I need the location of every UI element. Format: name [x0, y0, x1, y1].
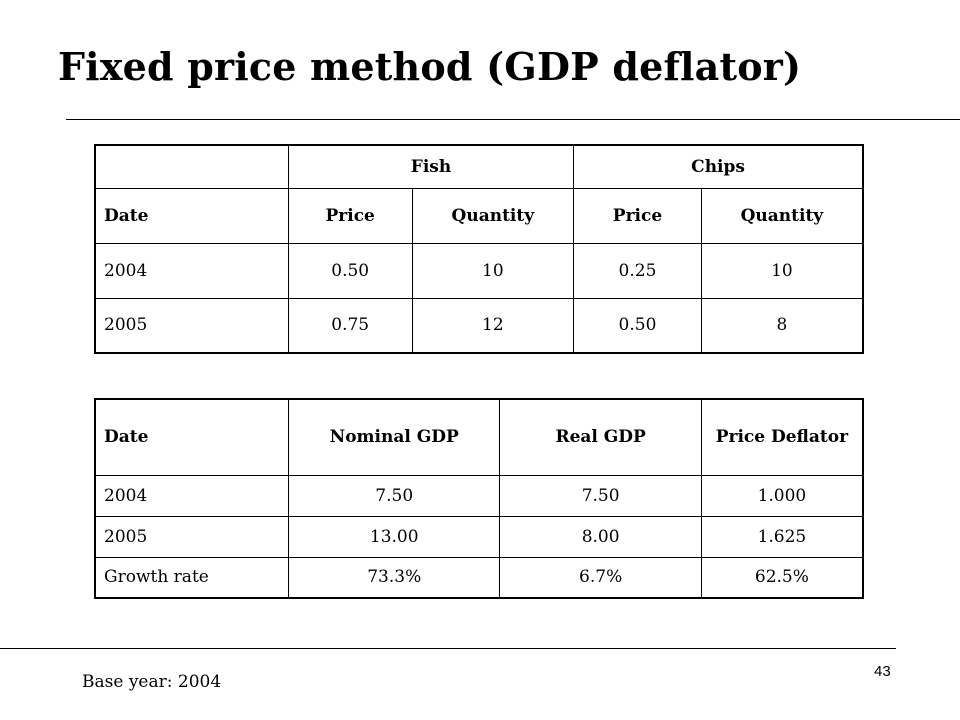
table-cell: 10 — [411, 242, 575, 299]
table-cell: 0.50 — [287, 242, 413, 299]
table-cell: 7.50 — [499, 474, 702, 517]
table-row: 2004 0.50 10 0.25 10 — [94, 242, 864, 299]
table-cell: 0.25 — [573, 242, 702, 299]
column-header-chips-price: Price — [573, 187, 702, 244]
column-header-fish-quantity: Quantity — [411, 187, 575, 244]
table-cell: 73.3% — [287, 556, 501, 599]
table-cell: 62.5% — [700, 556, 864, 599]
table-cell: 6.7% — [499, 556, 702, 599]
base-year-note: Base year: 2004 — [82, 672, 222, 692]
table-cell: 0.50 — [573, 297, 702, 354]
table-cell: Growth rate — [94, 556, 289, 599]
column-header-real-gdp: Real GDP — [499, 398, 702, 476]
footer-divider — [0, 648, 896, 649]
column-header-date: Date — [94, 398, 289, 476]
table-cell: 7.50 — [287, 474, 501, 517]
table-cell: 12 — [411, 297, 575, 354]
column-header-chips-quantity: Quantity — [700, 187, 864, 244]
table-cell: 0.75 — [287, 297, 413, 354]
table-cell: 1.625 — [700, 515, 864, 558]
table-row: 2005 13.00 8.00 1.625 — [94, 515, 864, 558]
table-cell: 2004 — [94, 242, 289, 299]
title-divider — [66, 119, 960, 120]
table-row: 2005 0.75 12 0.50 8 — [94, 297, 864, 354]
gdp-deflator-table: Date Nominal GDP Real GDP Price Deflator… — [94, 398, 864, 599]
table-cell: 10 — [700, 242, 864, 299]
column-header-nominal-gdp: Nominal GDP — [287, 398, 501, 476]
table-row: 2004 7.50 7.50 1.000 — [94, 474, 864, 517]
group-header-row: Fish Chips — [94, 144, 864, 189]
slide-title: Fixed price method (GDP deflator) — [58, 44, 802, 89]
table-row-growth-rate: Growth rate 73.3% 6.7% 62.5% — [94, 556, 864, 599]
table-cell: 2004 — [94, 474, 289, 517]
table-cell: 2005 — [94, 515, 289, 558]
column-header-row: Date Nominal GDP Real GDP Price Deflator — [94, 398, 864, 476]
column-header-price-deflator: Price Deflator — [700, 398, 864, 476]
table-cell: 2005 — [94, 297, 289, 354]
table-cell: 8.00 — [499, 515, 702, 558]
column-header-date: Date — [94, 187, 289, 244]
table-cell: 1.000 — [700, 474, 864, 517]
table-cell: 13.00 — [287, 515, 501, 558]
page-number: 43 — [874, 663, 891, 680]
group-header-empty — [94, 144, 289, 189]
group-header-chips: Chips — [573, 144, 864, 189]
column-header-row: Date Price Quantity Price Quantity — [94, 187, 864, 244]
fish-chips-table: Fish Chips Date Price Quantity Price Qua… — [94, 144, 864, 354]
table-cell: 8 — [700, 297, 864, 354]
column-header-fish-price: Price — [287, 187, 413, 244]
group-header-fish: Fish — [287, 144, 575, 189]
